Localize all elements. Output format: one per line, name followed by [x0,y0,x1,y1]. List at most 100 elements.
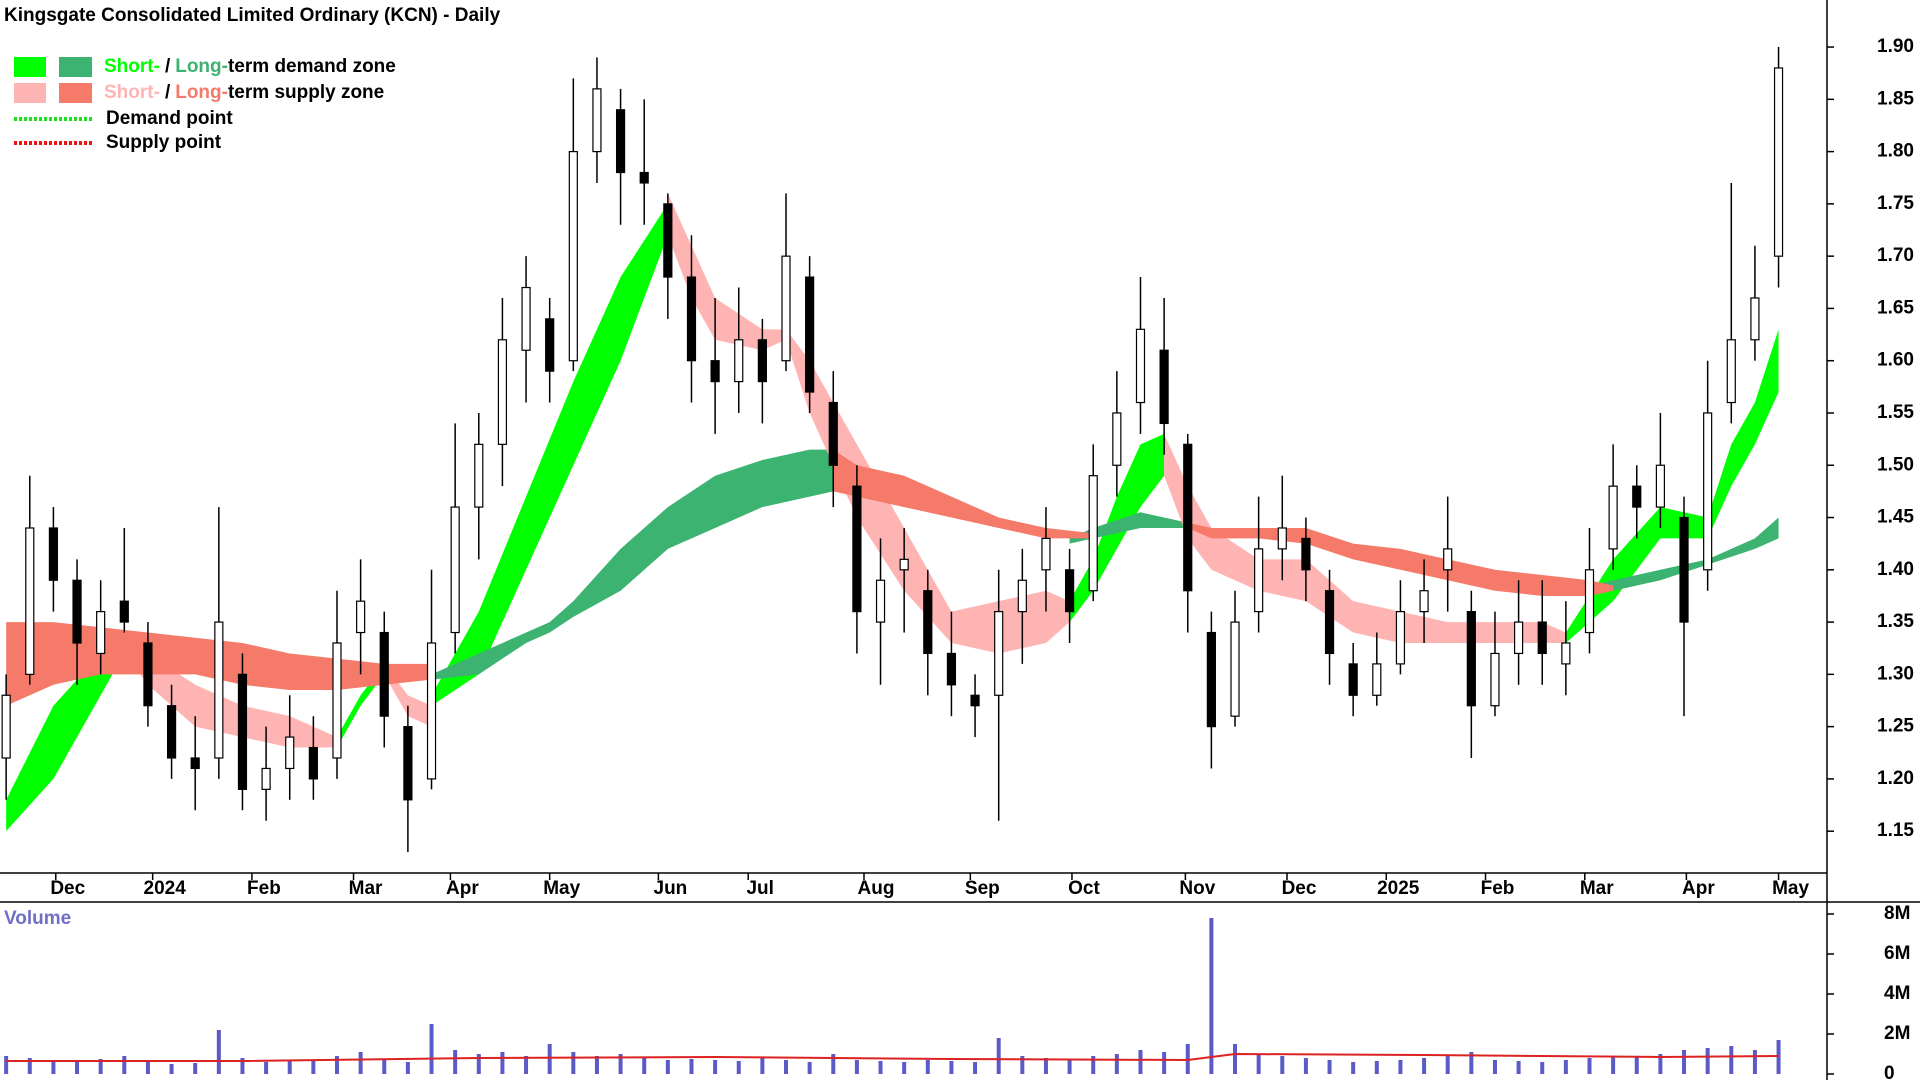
volume-bar [27,1058,32,1074]
candle-body [1514,621,1524,655]
x-tick-label: Apr [1682,878,1715,899]
legend-text-part: term supply zone [228,82,384,103]
volume-bar [1705,1048,1710,1074]
candle-body [332,642,342,759]
volume-bar [1587,1058,1592,1074]
candle-body [450,506,460,634]
candle-body [190,757,200,770]
candle-body [875,579,886,623]
zone-band [431,203,668,706]
volume-bar [736,1061,741,1074]
x-tick-label: Feb [1481,878,1515,899]
volume-bar [1540,1062,1545,1074]
x-tick-label: Mar [349,878,383,899]
candle-body [805,276,815,393]
volume-bar [925,1060,930,1074]
candle-body [592,88,602,153]
candle-body [426,642,437,780]
candle-body [143,642,153,707]
candle-body [1088,475,1098,592]
zone-band [1187,522,1614,596]
y-tick-label: 1.75 [1877,193,1914,214]
volume-bar [1209,918,1214,1074]
chart-title: Kingsgate Consolidated Limited Ordinary … [4,5,501,26]
zone-band [6,632,125,832]
candle-body [25,527,35,675]
volume-bar [902,1062,907,1074]
candle-body [379,631,389,717]
legend-text-part: term demand zone [228,56,396,77]
volume-bar [1658,1054,1663,1074]
volume-bar [689,1059,694,1074]
candle-body [1206,631,1216,728]
candle-body [1584,569,1595,634]
x-tick-label: Sep [965,878,1000,899]
candle-body [1041,537,1051,571]
y-tick-label: 1.65 [1877,297,1914,318]
volume-bar [1020,1056,1025,1074]
candle-body [48,527,59,581]
volume-bar [1563,1060,1568,1074]
legend-label: Short- / Long-term demand zone [104,56,396,77]
volume-bar [831,1054,836,1074]
volume-tick-label: 2M [1884,1023,1910,1044]
candle-body [615,109,626,174]
y-tick-label: 1.55 [1877,402,1914,423]
candle-body [1490,652,1500,707]
candle-body [1632,485,1642,508]
x-tick-label: 2024 [144,878,187,899]
candle-body [497,339,508,445]
candle-body [1703,412,1713,571]
volume-bar [1422,1058,1427,1074]
volume-bar [1043,1058,1048,1074]
legend-label: Demand point [106,108,233,129]
volume-bar [1752,1050,1757,1074]
candle-body [1773,67,1784,257]
legend-swatch [59,83,92,103]
candle-body [1277,527,1287,550]
volume-bar [1469,1052,1474,1074]
x-tick-label: May [543,878,580,899]
volume-bar [75,1062,80,1074]
x-tick-label: Feb [247,878,281,899]
y-tick-label: 1.40 [1877,559,1914,580]
volume-bar [1492,1060,1497,1074]
volume-bar [1256,1054,1261,1074]
candles [1,47,1784,853]
volume-bar [4,1056,9,1074]
volume-bar [1351,1062,1356,1074]
volume-bar [169,1064,174,1074]
volume-bar [334,1056,339,1074]
volume-bar [405,1062,410,1074]
candle-body [1395,611,1406,665]
y-tick-label: 1.85 [1877,88,1914,109]
candle-body [1537,621,1547,655]
y-tick-label: 1.70 [1877,245,1914,266]
volume-bar [122,1056,127,1074]
volume-bar [1682,1050,1687,1074]
candle-body [781,255,791,362]
volume-bar [973,1062,978,1074]
volume-bar [1233,1044,1238,1074]
candle-body [545,318,555,372]
zone-band [1589,517,1779,591]
volume-bar [1114,1054,1119,1074]
volume-pane [4,918,1781,1074]
volume-average [6,1052,1779,1062]
candle-body [474,443,484,508]
candle-body [734,339,744,383]
volume-bar [476,1054,481,1074]
zone-band [431,449,834,680]
y-tick-label: 1.60 [1877,350,1914,371]
candle-body [1655,464,1665,508]
candle-body [1230,621,1240,717]
x-tick-label: Aug [858,878,895,899]
volume-tick-label: 4M [1884,983,1910,1004]
zone-band [124,632,337,748]
y-tick-label: 1.25 [1877,716,1914,737]
candle-body [994,611,1004,696]
candle-body [521,286,531,351]
